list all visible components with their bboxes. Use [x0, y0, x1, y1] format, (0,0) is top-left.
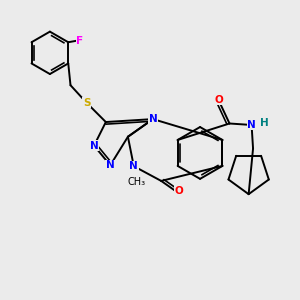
Text: CH₃: CH₃: [128, 177, 146, 188]
Text: O: O: [174, 186, 183, 196]
Text: N: N: [106, 160, 115, 170]
Text: S: S: [83, 98, 90, 108]
Text: N: N: [247, 120, 256, 130]
Text: N: N: [90, 141, 98, 151]
Text: N: N: [148, 114, 157, 124]
Text: H: H: [260, 118, 268, 128]
Text: O: O: [215, 95, 224, 105]
Text: F: F: [76, 36, 84, 46]
Text: N: N: [129, 161, 138, 171]
